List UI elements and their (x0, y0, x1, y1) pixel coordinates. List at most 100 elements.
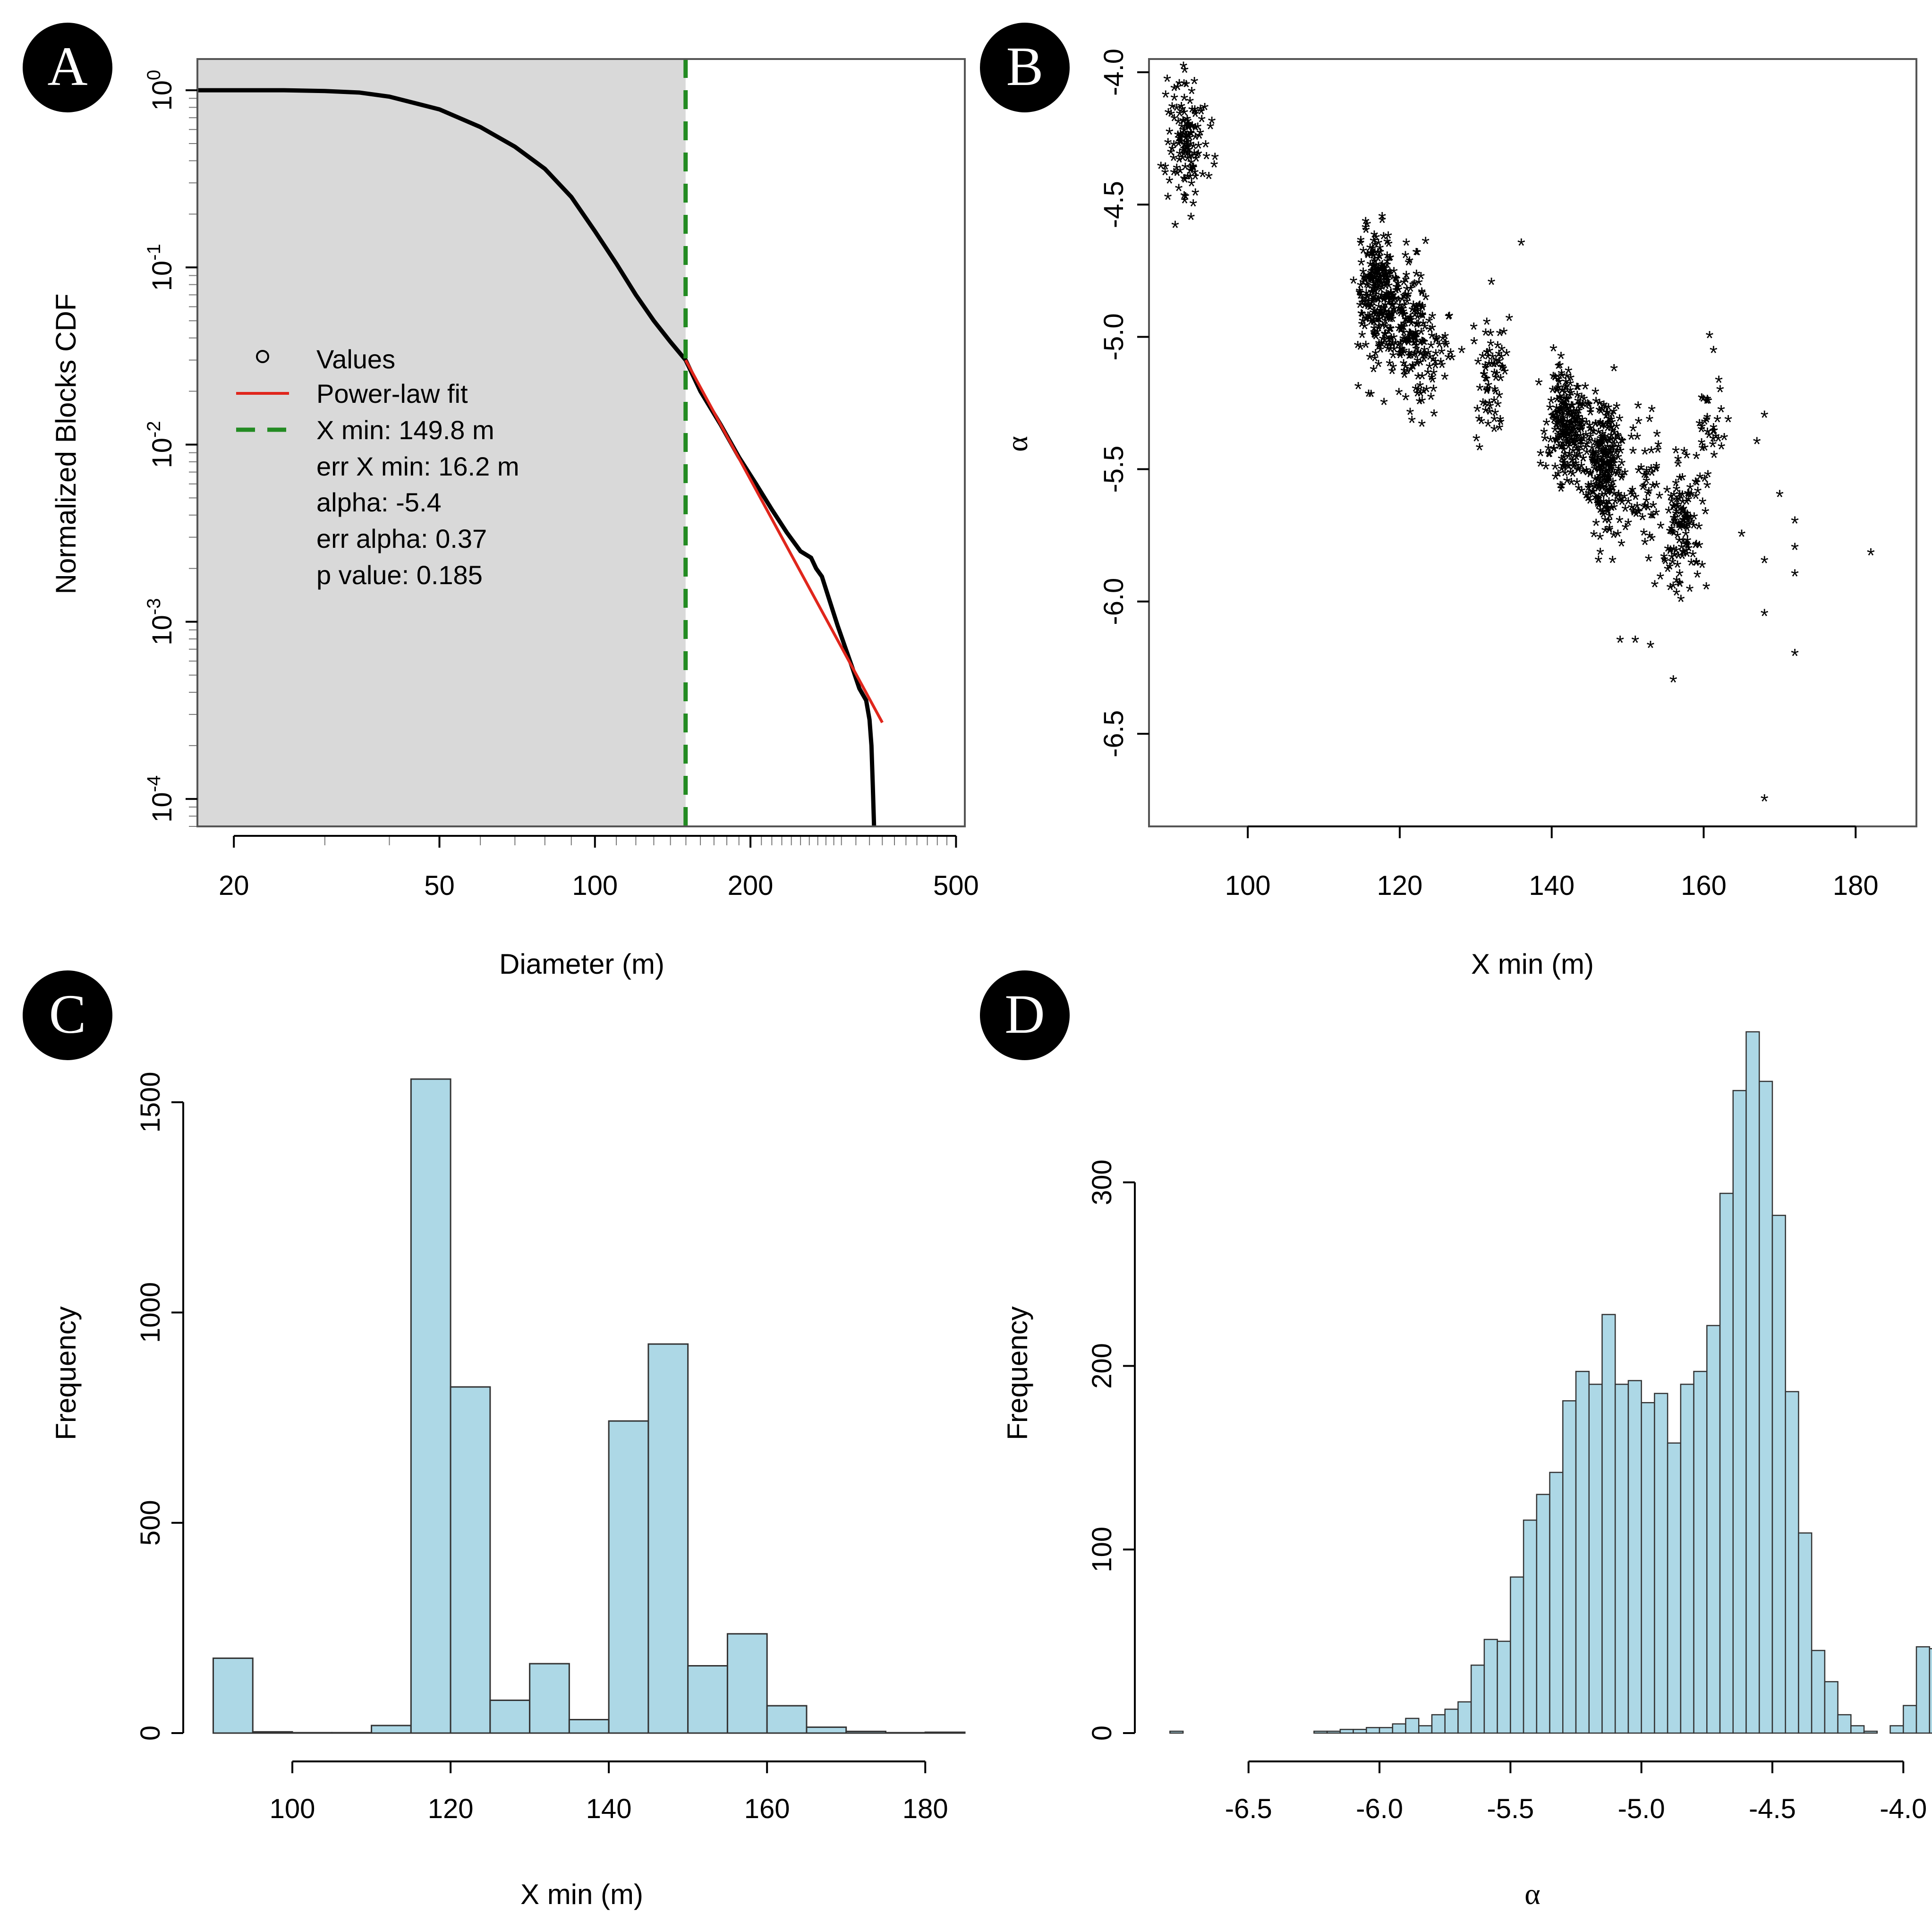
scatter-point: * (1196, 100, 1204, 123)
scatter-point: * (1194, 119, 1202, 142)
scatter-point: * (1610, 452, 1618, 475)
scatter-point: * (1600, 506, 1608, 529)
scatter-point: * (1586, 420, 1594, 443)
y-axis-label: Frequency (1002, 1306, 1033, 1440)
scatter-point: * (1379, 267, 1387, 290)
scatter-point: * (1421, 341, 1429, 365)
scatter-point: * (1566, 446, 1574, 469)
scatter-point: * (1610, 435, 1618, 459)
histogram-bar (489, 1700, 531, 1734)
scatter-point: * (1503, 345, 1511, 368)
scatter-point: * (1761, 605, 1769, 628)
scatter-point: * (1191, 164, 1199, 187)
scatter-point: * (1385, 235, 1393, 258)
scatter-point: * (1610, 465, 1618, 488)
scatter-point: * (1395, 291, 1403, 315)
scatter-point: * (1545, 445, 1553, 468)
scatter-point: * (1368, 263, 1376, 286)
scatter-point: * (1574, 461, 1582, 485)
scatter-point: * (1559, 395, 1567, 418)
scatter-point: * (1406, 332, 1414, 355)
scatter-point: * (1606, 445, 1614, 468)
scatter-point: * (1602, 399, 1610, 422)
scatter-point: * (1195, 128, 1203, 151)
scatter-point: * (1554, 426, 1562, 450)
scatter-point: * (1370, 258, 1378, 281)
scatter-point: * (1575, 480, 1583, 503)
scatter-point: * (1189, 158, 1197, 181)
histogram-bar (845, 1730, 886, 1734)
scatter-point: * (1400, 297, 1408, 320)
scatter-point: * (1366, 309, 1374, 332)
scatter-point: * (1594, 424, 1602, 447)
scatter-point: * (1406, 325, 1414, 348)
scatter-point: * (1556, 400, 1564, 424)
scatter-point: * (1358, 316, 1366, 339)
scatter-point: * (1561, 420, 1569, 443)
scatter-point: * (1566, 415, 1574, 438)
scatter-point: * (1378, 278, 1386, 301)
scatter-point: * (1555, 416, 1563, 439)
scatter-point: * (1421, 232, 1430, 255)
scatter-point: * (1486, 403, 1494, 426)
scatter-point: * (1389, 301, 1397, 324)
scatter-point: * (1387, 285, 1395, 308)
scatter-point: * (1377, 306, 1385, 330)
scatter-point: * (1383, 253, 1391, 276)
scatter-point: * (1180, 104, 1188, 127)
scatter-point: * (1412, 324, 1420, 347)
scatter-point: * (1601, 522, 1609, 545)
scatter-point: * (1495, 387, 1503, 410)
scatter-point: * (1617, 535, 1626, 558)
scatter-point: * (1498, 359, 1506, 382)
scatter-point: * (1564, 419, 1572, 442)
scatter-point: * (1439, 330, 1447, 353)
scatter-point: * (1498, 348, 1506, 371)
scatter-point: * (1583, 395, 1592, 418)
scatter-point: * (1177, 98, 1185, 121)
scatter-point: * (1382, 289, 1390, 312)
scatter-point: * (1370, 232, 1378, 255)
scatter-point: * (1427, 337, 1435, 360)
scatter-point: * (1594, 551, 1602, 574)
scatter-point: * (1596, 502, 1604, 525)
scatter-point: * (1363, 215, 1371, 238)
scatter-point: * (1556, 422, 1564, 445)
scatter-point: * (1375, 273, 1383, 297)
scatter-point: * (1607, 431, 1615, 454)
scatter-point: * (1180, 90, 1188, 113)
scatter-point: * (1562, 374, 1570, 397)
scatter-point: * (1194, 145, 1202, 169)
scatter-point: * (1574, 392, 1582, 416)
scatter-point: * (1600, 444, 1609, 468)
scatter-point: * (1546, 399, 1554, 422)
scatter-point: * (1180, 170, 1188, 193)
scatter-point: * (1604, 472, 1612, 495)
scatter-point: * (1570, 403, 1578, 426)
scatter-point: * (1448, 349, 1456, 372)
scatter-point: * (1359, 274, 1367, 297)
scatter-point: * (1566, 369, 1575, 392)
scatter-point: * (1584, 396, 1592, 419)
scatter-point: * (1183, 150, 1192, 173)
scatter-point: * (1548, 408, 1556, 431)
scatter-point: * (1188, 117, 1196, 140)
scatter-point: * (1379, 299, 1387, 323)
scatter-point: * (1387, 329, 1396, 352)
scatter-point: * (1587, 400, 1595, 424)
scatter-point: * (1576, 397, 1584, 420)
scatter-point: * (1556, 476, 1564, 500)
scatter-point: * (1355, 284, 1363, 307)
scatter-point: * (1576, 418, 1584, 441)
scatter-point: * (1388, 304, 1396, 327)
scatter-point: * (1617, 469, 1626, 493)
scatter-point: * (1180, 136, 1188, 159)
scatter-point: * (1493, 366, 1501, 389)
scatter-point: * (1175, 135, 1183, 158)
scatter-point: * (1418, 283, 1426, 306)
scatter-point: * (1571, 448, 1579, 471)
scatter-point: * (1377, 303, 1385, 326)
scatter-point: * (1379, 291, 1387, 315)
scatter-point: * (1429, 307, 1437, 331)
